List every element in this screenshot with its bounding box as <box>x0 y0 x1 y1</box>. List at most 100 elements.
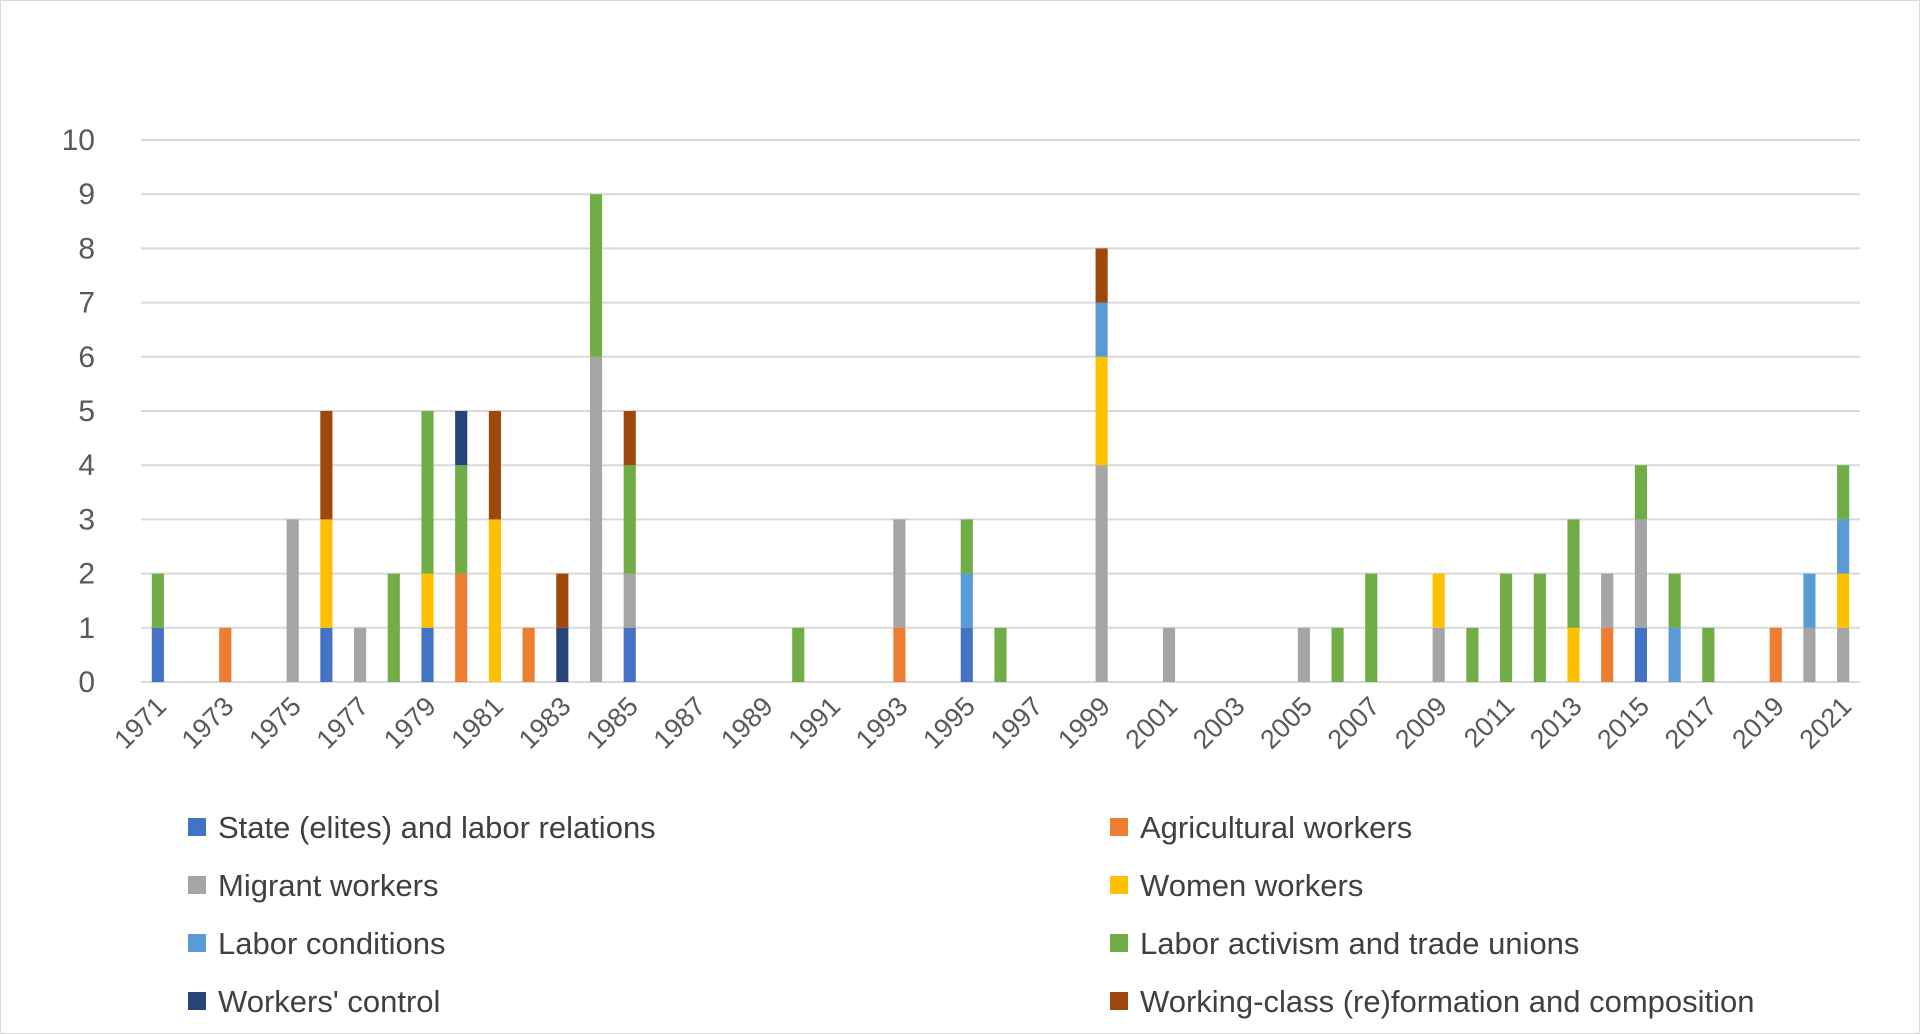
bar-2021-series-3 <box>1837 573 1850 628</box>
bar-1971-series-0 <box>151 627 164 682</box>
x-tick-label-1999: 1999 <box>1052 691 1116 755</box>
x-tick-label-2019: 2019 <box>1726 691 1790 755</box>
bar-1999-series-4 <box>1095 302 1108 357</box>
x-tick-label-2001: 2001 <box>1120 691 1184 755</box>
bar-2016-series-4 <box>1668 627 1681 682</box>
bar-2009-series-2 <box>1432 627 1445 682</box>
bar-1999-series-7 <box>1095 248 1108 303</box>
bar-1980-series-6 <box>455 411 468 466</box>
bar-2015-series-0 <box>1634 627 1647 682</box>
legend-label-2: Migrant workers <box>218 868 439 903</box>
bar-2010-series-5 <box>1466 627 1479 682</box>
bars <box>151 194 1850 682</box>
legend-swatch-1 <box>1110 818 1128 836</box>
x-tick-label-1971: 1971 <box>108 691 172 755</box>
x-tick-label-2005: 2005 <box>1254 691 1318 755</box>
legend-swatch-4 <box>188 934 206 952</box>
legend-label-3: Women workers <box>1140 868 1363 903</box>
x-tick-label-2013: 2013 <box>1524 691 1588 755</box>
bar-1999-series-3 <box>1095 356 1108 466</box>
bar-1975-series-2 <box>286 519 299 682</box>
bar-2013-series-3 <box>1567 627 1580 682</box>
y-tick-label-4: 4 <box>78 449 95 482</box>
bar-1983-series-6 <box>556 627 569 682</box>
y-tick-label-5: 5 <box>78 395 95 428</box>
bar-2015-series-5 <box>1634 465 1647 520</box>
bar-2007-series-5 <box>1365 573 1378 682</box>
bar-2012-series-5 <box>1533 573 1546 682</box>
x-tick-label-1977: 1977 <box>311 691 375 755</box>
bar-2014-series-1 <box>1601 627 1614 682</box>
x-tick-label-1981: 1981 <box>445 691 509 755</box>
y-tick-label-9: 9 <box>78 178 95 211</box>
y-tick-label-2: 2 <box>78 558 95 591</box>
bar-1980-series-1 <box>455 573 468 682</box>
bar-1985-series-2 <box>623 573 636 628</box>
bar-1985-series-5 <box>623 465 636 574</box>
bar-2015-series-2 <box>1634 519 1647 628</box>
bar-2017-series-5 <box>1702 627 1715 682</box>
legend-label-4: Labor conditions <box>218 926 446 961</box>
bar-2021-series-4 <box>1837 519 1850 574</box>
legend-swatch-5 <box>1110 934 1128 952</box>
x-tick-label-1985: 1985 <box>580 691 644 755</box>
bar-1980-series-5 <box>455 465 468 574</box>
y-tick-label-0: 0 <box>78 666 95 699</box>
bar-2021-series-2 <box>1837 627 1850 682</box>
y-tick-label-3: 3 <box>78 503 95 536</box>
bar-1979-series-3 <box>421 573 434 628</box>
bar-2009-series-3 <box>1432 573 1445 628</box>
bar-1977-series-2 <box>354 627 367 682</box>
bar-1976-series-3 <box>320 519 333 628</box>
legend-label-7: Working-class (re)formation and composit… <box>1140 984 1755 1019</box>
bar-1995-series-5 <box>960 519 973 574</box>
bar-1996-series-5 <box>994 627 1007 682</box>
bar-1981-series-7 <box>488 411 501 520</box>
bar-1985-series-0 <box>623 627 636 682</box>
bar-1990-series-5 <box>792 627 805 682</box>
x-tick-label-2011: 2011 <box>1458 691 1520 753</box>
bar-2016-series-5 <box>1668 573 1681 628</box>
x-tick-label-2017: 2017 <box>1659 691 1723 755</box>
y-tick-label-10: 10 <box>62 124 95 157</box>
bar-2014-series-2 <box>1601 573 1614 628</box>
legend-swatch-7 <box>1110 992 1128 1010</box>
y-axis-ticks: 0 1 2 3 4 5 6 7 8 9 10 <box>62 124 95 699</box>
bar-2001-series-2 <box>1162 627 1176 682</box>
bar-1984-series-5 <box>589 194 603 357</box>
bar-1979-series-5 <box>421 411 434 574</box>
x-axis-ticks: 1971 1973 1975 1977 1979 1981 1983 1985 1987 1989… <box>108 691 1857 755</box>
legend-swatch-0 <box>188 818 206 836</box>
x-tick-label-1973: 1973 <box>176 691 240 755</box>
bar-2011-series-5 <box>1500 573 1513 682</box>
bar-1979-series-0 <box>421 627 434 682</box>
bar-1999-series-2 <box>1095 465 1108 682</box>
x-tick-label-1979: 1979 <box>378 691 442 755</box>
bar-2005-series-2 <box>1297 627 1310 682</box>
bar-1983-series-7 <box>556 573 569 628</box>
x-tick-label-1987: 1987 <box>648 691 712 755</box>
bar-2019-series-1 <box>1769 627 1782 682</box>
x-tick-label-1989: 1989 <box>715 691 779 755</box>
bar-2020-series-2 <box>1803 627 1816 682</box>
bar-1995-series-0 <box>960 627 973 682</box>
x-tick-label-1983: 1983 <box>513 691 577 755</box>
y-tick-label-1: 1 <box>78 612 95 645</box>
bar-2013-series-5 <box>1567 519 1580 628</box>
x-tick-label-2007: 2007 <box>1322 691 1386 755</box>
legend-swatch-6 <box>188 992 206 1010</box>
legend-swatch-2 <box>188 876 206 894</box>
bar-1976-series-7 <box>320 411 333 520</box>
bar-1973-series-1 <box>219 627 232 682</box>
y-tick-label-6: 6 <box>78 341 95 374</box>
bar-2020-series-4 <box>1803 573 1816 628</box>
x-tick-label-1997: 1997 <box>985 691 1049 755</box>
legend-label-0: State (elites) and labor relations <box>218 810 656 845</box>
legend-label-6: Workers' control <box>218 984 440 1019</box>
x-tick-label-1993: 1993 <box>850 691 914 755</box>
bar-2006-series-5 <box>1331 627 1344 682</box>
bar-1995-series-4 <box>960 573 973 628</box>
y-tick-label-7: 7 <box>78 287 95 320</box>
